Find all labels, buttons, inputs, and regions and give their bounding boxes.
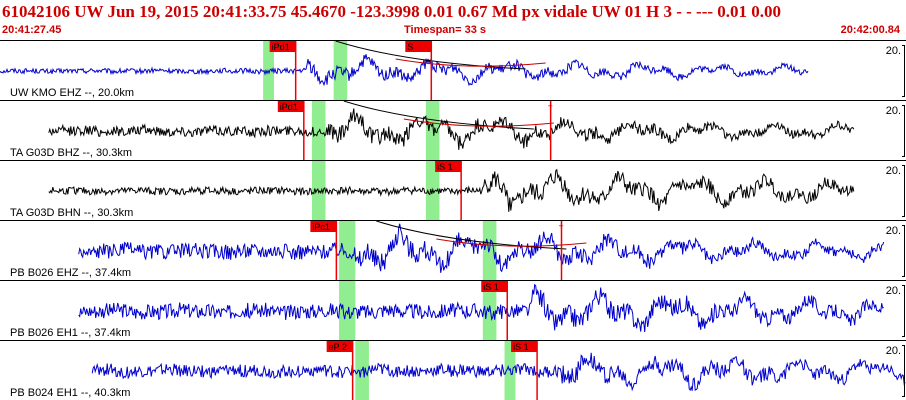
waveform [0,54,809,87]
trace-canvas[interactable]: iPd1 S [0,41,906,100]
pick-label: iS 1 [437,162,453,172]
pick-label: S [407,42,413,52]
scale-value: 20. [885,45,901,57]
arrival-curve [395,58,546,67]
trace-panel[interactable]: iPc1 + PB B026 EHZ --, 37.4km 20. [0,220,906,280]
amplitude-scale: 20. [885,165,905,217]
scale-value: 20. [885,345,901,357]
arrival-curve [335,41,526,70]
arrival-curve [403,118,554,127]
pick-window [482,281,497,340]
arrival-curve [376,221,567,250]
trace-canvas[interactable]: iS 1 [0,281,906,340]
waveform [91,352,906,392]
pick-tick: + [559,221,564,231]
scale-bracket [902,105,905,157]
pick-flag[interactable] [277,101,304,112]
scale-bracket [902,225,905,277]
scale-value: 20. [885,105,901,117]
waveform [48,168,855,212]
pick-flag[interactable] [511,341,538,352]
scale-bracket [902,285,905,337]
pick-flag[interactable] [481,281,508,292]
pick-tick: + [548,101,553,111]
pick-window [311,101,326,160]
start-time: 20:41:27.45 [2,24,62,36]
trace-label: PB B026 EHZ --, 37.4km [10,267,132,279]
waveform [78,223,885,273]
trace-panel[interactable]: eP 2 iS 1 PB B024 EH1 --, 40.3km 20. [0,340,906,400]
pick-label: iPd1 [280,102,298,112]
pick-window [263,41,274,100]
pick-flag[interactable] [269,41,296,52]
arrival-curve [343,101,534,130]
amplitude-scale: 20. [885,225,905,277]
amplitude-scale: 20. [885,345,905,397]
trace-canvas[interactable]: iPd1 + [0,101,906,160]
trace-label: TA G03D BHN --, 30.3km [10,207,134,219]
trace-label: UW KMO EHZ --, 20.0km [10,87,135,99]
trace-panel[interactable]: iS 1 TA G03D BHN --, 30.3km 20. [0,160,906,220]
trace-panel[interactable]: iPd1 + TA G03D BHZ --, 30.3km 20. [0,100,906,160]
trace-label: PB B026 EH1 --, 37.4km [10,327,131,339]
trace-panel[interactable]: iS 1 PB B026 EH1 --, 37.4km 20. [0,280,906,340]
arrival-curve [436,238,587,247]
amplitude-scale: 20. [885,285,905,337]
timespan-label: Timespan= 33 s [404,24,487,36]
pick-window [311,161,326,220]
pick-flag[interactable] [405,41,432,52]
amplitude-scale: 20. [885,45,905,97]
pick-label: iS 1 [483,282,499,292]
seismogram-panels[interactable]: iPd1 S UW KMO EHZ --, 20.0km 20. iPd1 + TA G03… [0,40,906,400]
scale-bracket [902,45,905,97]
scale-value: 20. [885,285,901,297]
pick-flag[interactable] [435,161,462,172]
end-time: 20:42:00.84 [840,24,900,36]
trace-canvas[interactable]: iS 1 [0,161,906,220]
scale-bracket [902,165,905,217]
trace-label: PB B024 EH1 --, 40.3km [10,387,131,399]
trace-canvas[interactable]: iPc1 + [0,221,906,280]
trace-panel[interactable]: iPd1 S UW KMO EHZ --, 20.0km 20. [0,40,906,100]
trace-canvas[interactable]: eP 2 iS 1 [0,341,906,400]
amplitude-scale: 20. [885,105,905,157]
event-title: 61042106 UW Jun 19, 2015 20:41:33.75 45.… [2,2,782,21]
pick-label: iPd1 [272,42,290,52]
scale-bracket [902,345,905,397]
pick-window [425,101,440,160]
scale-value: 20. [885,165,901,177]
pick-label: eP 2 [329,342,347,352]
waveform [78,283,884,333]
event-header: 61042106 UW Jun 19, 2015 20:41:33.75 45.… [0,0,906,40]
pick-window [339,281,356,340]
pick-window [504,341,516,400]
pick-flag[interactable] [310,221,337,232]
pick-label: iS 1 [513,342,529,352]
waveform [48,108,855,150]
pick-flag[interactable] [326,341,353,352]
pick-window [333,41,348,100]
pick-label: iPc1 [312,222,330,232]
scale-value: 20. [885,225,901,237]
trace-label: TA G03D BHZ --, 30.3km [10,147,133,159]
pick-window [339,221,356,280]
